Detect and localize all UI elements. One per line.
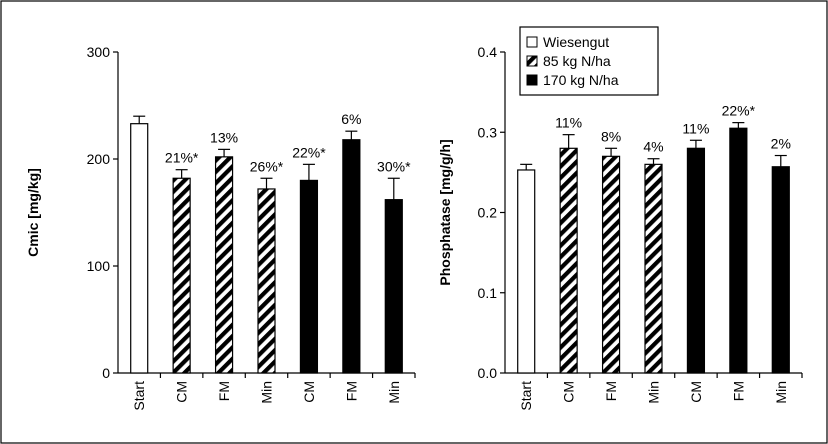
bar-7 (771, 166, 790, 374)
chart-panel-2: 0.0 0.1 0.2 0.3 0.4 Phosphatase [mg/g/h] Start… (437, 26, 803, 411)
y-tick-label: 0.0 (478, 365, 498, 381)
y-tick-label: 200 (87, 151, 111, 167)
legend-label: 170 kg N/ha (543, 72, 619, 88)
bar-annotation: 13% (210, 129, 238, 145)
bar-annotation: 4% (643, 139, 663, 155)
bar-4 (257, 188, 276, 374)
y-tick-label: 0.3 (478, 124, 498, 140)
bar-2 (559, 147, 578, 374)
bar-6 (342, 139, 361, 374)
bar-3 (214, 156, 234, 374)
category-label: Min (646, 381, 662, 404)
bar-1 (517, 169, 536, 374)
y-tick-label: 0 (102, 365, 110, 381)
category-label: Min (259, 381, 275, 404)
legend: Wiesengut 85 kg N/ha 170 kg N/ha (519, 26, 659, 96)
bar-annotation: 11% (555, 115, 582, 131)
bar-5 (686, 147, 706, 374)
bar-annotation: 6% (341, 111, 361, 127)
category-label: Start (131, 381, 147, 411)
y-tick-label: 0.4 (478, 44, 498, 60)
y-tick-label: 100 (87, 258, 111, 274)
category-label: FM (730, 381, 746, 401)
legend-swatch (526, 36, 538, 48)
y-axis-label: Phosphatase [mg/g/h] (437, 139, 453, 285)
y-tick-label: 0.1 (478, 285, 498, 301)
category-label: CM (174, 381, 190, 403)
category-label: FM (216, 381, 232, 401)
bar-annotation: 22%* (292, 144, 326, 160)
legend-box (519, 26, 659, 96)
category-label: CM (561, 381, 577, 403)
bar-annotation: 11% (682, 120, 709, 136)
legend-swatch (526, 55, 538, 67)
bar-2 (172, 177, 191, 374)
bar-annotation: 30%* (377, 158, 411, 174)
y-tick-label: 0.2 (478, 205, 498, 221)
y-tick-label: 300 (87, 44, 111, 60)
bar-annotation: 26%* (250, 158, 284, 174)
bar-7 (384, 199, 403, 374)
bar-6 (729, 127, 748, 374)
category-label: CM (301, 381, 317, 403)
bar-annotation: 21%* (165, 150, 199, 166)
category-label: Min (386, 381, 402, 404)
category-label: FM (343, 381, 359, 401)
category-label: FM (603, 381, 619, 401)
legend-label: 85 kg N/ha (543, 53, 611, 69)
bar-4 (644, 163, 663, 374)
bar-1 (130, 123, 149, 374)
bar-3 (601, 155, 621, 374)
bar-5 (299, 179, 319, 374)
y-axis-label: Cmic [mg/kg] (25, 168, 41, 257)
bar-annotation: 2% (771, 136, 791, 152)
category-label: CM (688, 381, 704, 403)
category-label: Min (773, 381, 789, 404)
category-label: Start (518, 381, 534, 411)
bar-annotation: 22%* (722, 103, 756, 119)
legend-label: Wiesengut (543, 34, 609, 50)
legend-swatch (526, 74, 538, 86)
bar-annotation: 8% (601, 128, 621, 144)
chart-panel-1: 0 100 200 300 Cmic [mg/kg] Start CM 21%* FM 13% Mi… (25, 44, 416, 411)
